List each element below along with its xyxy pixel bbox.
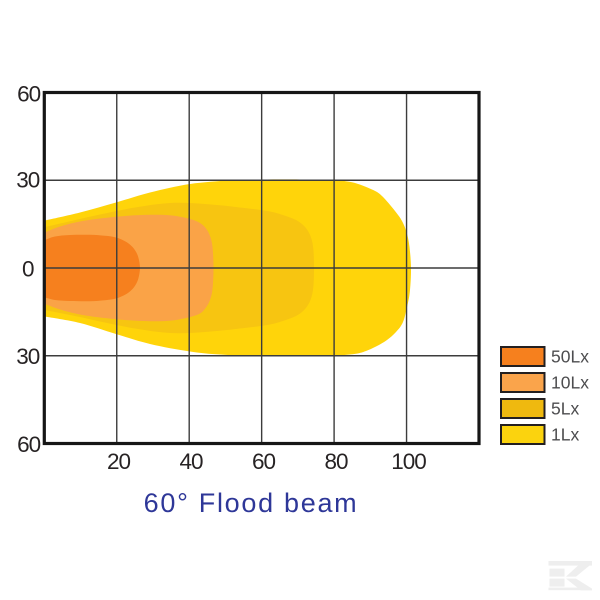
svg-text:1Lx: 1Lx (551, 425, 579, 445)
svg-text:100: 100 (391, 449, 426, 474)
svg-text:0: 0 (22, 257, 34, 282)
svg-text:60: 60 (252, 449, 276, 474)
svg-text:60: 60 (17, 432, 41, 457)
svg-text:5Lx: 5Lx (551, 399, 579, 419)
svg-text:50Lx: 50Lx (551, 347, 589, 367)
svg-text:10Lx: 10Lx (551, 373, 589, 393)
svg-text:40: 40 (179, 449, 203, 474)
svg-text:30: 30 (16, 344, 40, 369)
svg-text:60° Flood beam: 60° Flood beam (144, 488, 359, 518)
svg-text:80: 80 (324, 449, 348, 474)
svg-text:20: 20 (107, 449, 131, 474)
svg-text:60: 60 (17, 81, 41, 106)
svg-text:30: 30 (16, 168, 40, 193)
